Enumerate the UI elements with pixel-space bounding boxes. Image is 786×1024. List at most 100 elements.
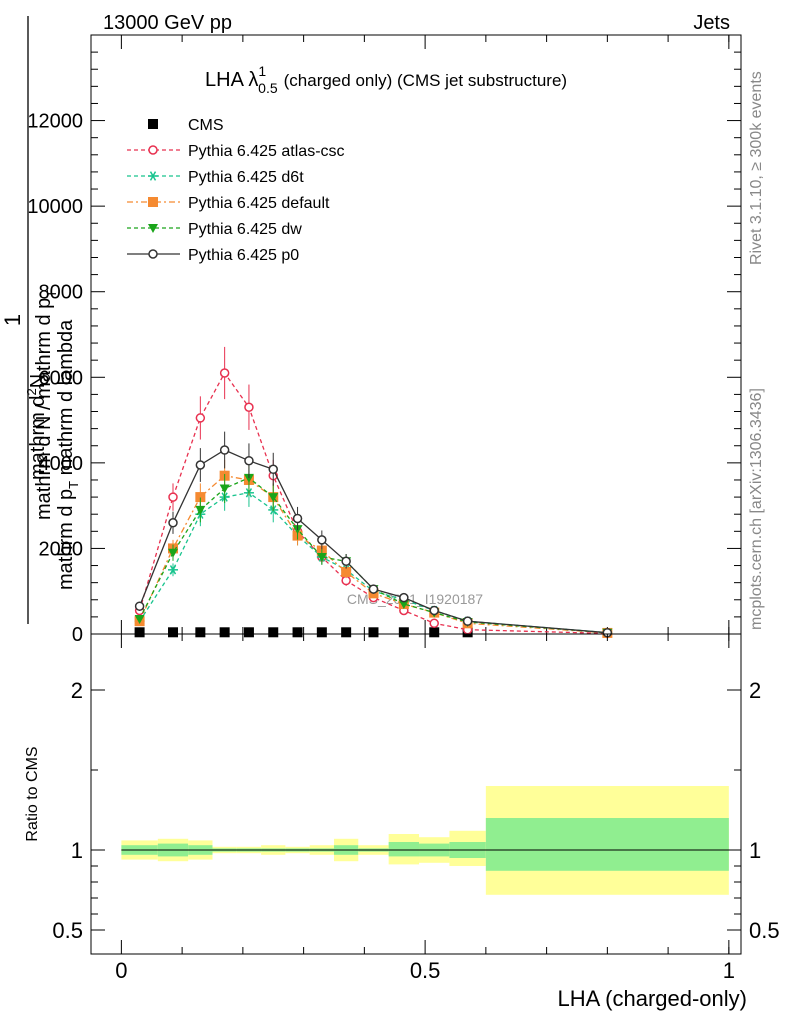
- ratio-y-tick-label-right: 0.5: [749, 918, 780, 943]
- marker-open-circle: [429, 605, 439, 616]
- marker-down-triangle: [148, 224, 158, 233]
- main-chart-title: LHA λ1 0.5 (charged only) (CMS jet substru…: [205, 63, 567, 96]
- marker-open-circle: [429, 618, 439, 629]
- series-line: [138, 371, 608, 635]
- marker-open-circle: [268, 464, 278, 475]
- legend-label: Pythia 6.425 default: [188, 195, 330, 212]
- marker-open-circle: [195, 413, 206, 423]
- legend-label: Pythia 6.425 p0: [188, 247, 299, 264]
- ratio-stat-band: [388, 842, 420, 857]
- legend-item: Pythia 6.425 atlas-csc: [127, 143, 345, 160]
- ylabel-2-numerator: mathrm d2N: [24, 374, 49, 480]
- main-y-tick-label: 0: [72, 624, 83, 646]
- x-tick-label: 0.5: [410, 958, 441, 983]
- ratio-y-tick-label-right: 1: [749, 838, 761, 863]
- title-superscript: 1: [258, 63, 266, 79]
- legend-item: CMS: [148, 117, 224, 134]
- marker-open-circle: [292, 513, 303, 524]
- marker-square: [168, 627, 179, 638]
- marker-down-triangle: [168, 548, 179, 558]
- legend-label: CMS: [188, 117, 224, 134]
- title-main: LHA λ: [205, 69, 258, 91]
- series-1: [134, 346, 613, 639]
- header-energy-label: 13000 GeV pp: [103, 12, 232, 34]
- marker-square: [341, 566, 352, 577]
- main-y-tick-label: 2000: [39, 538, 84, 560]
- ratio-y-tick-label: 0.5: [52, 918, 83, 943]
- marker-open-circle: [399, 592, 409, 603]
- legend-label: Pythia 6.425 dw: [188, 221, 302, 238]
- marker-open-circle: [148, 249, 158, 259]
- analysis-watermark: CMS_2021_I1920187: [347, 591, 483, 607]
- main-y-tick-label: 6000: [39, 367, 84, 389]
- x-axis-label: LHA (charged-only): [557, 986, 747, 1011]
- legend-label: Pythia 6.425 atlas-csc: [188, 143, 345, 160]
- header-jets-label: Jets: [693, 12, 730, 34]
- ratio-bands: [121, 786, 729, 895]
- marker-down-triangle: [219, 484, 230, 494]
- marker-open-circle: [168, 518, 178, 528]
- ratio-plot-frame: [90, 633, 742, 955]
- marker-down-triangle: [243, 473, 254, 483]
- marker-down-triangle: [398, 600, 409, 610]
- ylabel-1-den-main: mathrm d N / mathrm d p: [33, 298, 55, 520]
- ratio-y-tick-label-right: 2: [749, 678, 761, 703]
- marker-square: [398, 627, 409, 638]
- marker-square: [268, 627, 279, 638]
- ratio-y-tick-labels: 0.5 0.5 1 1 2 2: [52, 678, 779, 943]
- series-2: [134, 478, 613, 638]
- marker-square: [134, 627, 145, 638]
- marker-star-stroke: [149, 171, 157, 181]
- series-3: [134, 459, 613, 638]
- marker-square: [148, 197, 158, 207]
- marker-open-circle: [148, 145, 158, 155]
- marker-star: [148, 171, 158, 181]
- marker-square: [148, 119, 158, 129]
- title-subscript: 0.5: [258, 80, 278, 96]
- marker-square: [243, 627, 254, 638]
- mcplots-label: mcplots.cern.ch [arXiv:1306.3436]: [748, 388, 765, 630]
- main-series-group: [134, 346, 613, 639]
- ratio-y-tick-label: 2: [71, 678, 83, 703]
- legend-item: Pythia 6.425 d6t: [127, 169, 304, 186]
- marker-open-circle: [168, 492, 178, 502]
- ratio-y-axis-label: Ratio to CMS: [24, 746, 41, 841]
- title-tail: (charged only) (CMS jet substructure): [284, 71, 567, 90]
- main-y-tick-label: 8000: [39, 282, 84, 304]
- marker-open-circle: [462, 616, 473, 626]
- marker-open-circle: [244, 455, 254, 466]
- marker-open-circle: [219, 368, 230, 378]
- ylabel-2-num-tail: N: [27, 374, 49, 388]
- marker-open-circle: [219, 445, 230, 455]
- ylabel-1-den-sub: T: [44, 290, 59, 298]
- ratio-axis-ticks: [91, 634, 741, 954]
- series-line: [139, 475, 608, 634]
- x-tick-labels: 0 0.5 1: [115, 958, 735, 983]
- ylabel-2-denominator: mathrm d pT mathrm d lambda: [55, 319, 81, 590]
- marker-square: [219, 627, 230, 638]
- marker-down-triangle: [268, 493, 279, 503]
- x-tick-label: 0: [115, 958, 127, 983]
- ylabel-2-den-main: mathrm d p: [55, 489, 77, 590]
- marker-square: [195, 627, 206, 638]
- rivet-version-label: Rivet 3.1.10, ≥ 300k events: [748, 71, 765, 265]
- series-line: [139, 477, 608, 634]
- ylabel-1-denominator: mathrm d N / mathrm d pT: [33, 290, 59, 520]
- series-line: [139, 492, 608, 634]
- ylabel-2-num-main: mathrm d: [27, 396, 49, 480]
- marker-down-triangle: [134, 615, 145, 625]
- marker-open-circle: [317, 535, 327, 545]
- x-tick-label: 1: [723, 958, 735, 983]
- marker-open-circle: [195, 460, 206, 470]
- marker-star-stroke: [169, 565, 177, 575]
- ylabel-2-den-sub: T: [66, 481, 81, 489]
- legend-item: Pythia 6.425 default: [127, 195, 330, 212]
- marker-square: [316, 627, 327, 638]
- legend: CMS Pythia 6.425 atlas-csc Pythia 6.425 d6…: [127, 117, 345, 264]
- marker-square: [368, 627, 379, 638]
- marker-square: [292, 627, 303, 638]
- main-y-tick-labels: 0 2000 4000 6000 8000 10000 12000: [27, 111, 83, 646]
- marker-square: [429, 627, 440, 638]
- legend-item: Pythia 6.425 p0: [127, 247, 299, 264]
